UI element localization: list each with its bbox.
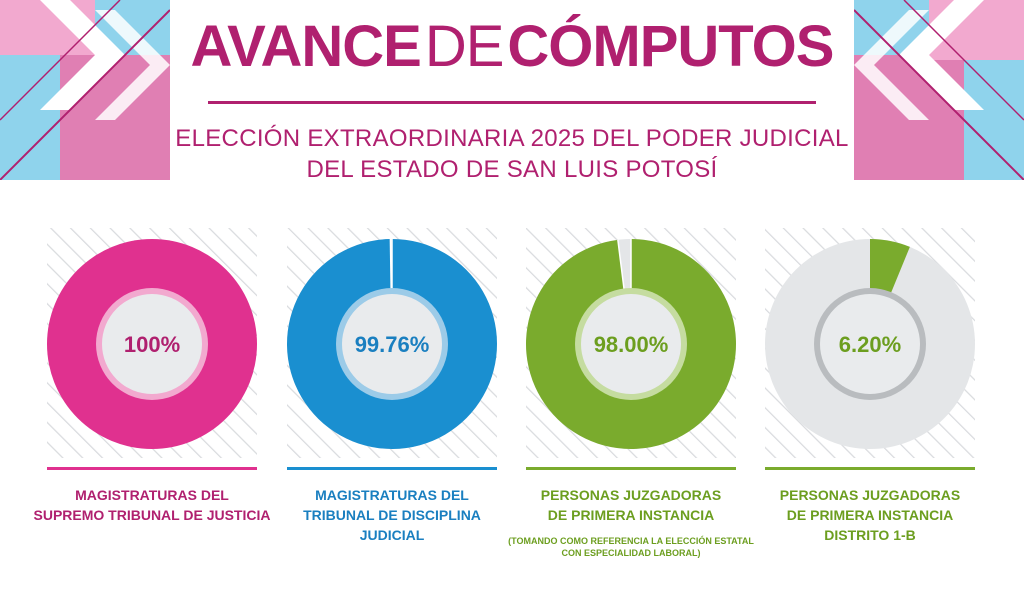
chart-category-label: MAGISTRATURAS DEL TRIBUNAL DE DISCIPLINA … (272, 485, 512, 545)
chart-footnote-line: CON ESPECIALIDAD LABORAL) (561, 548, 701, 558)
donut-value-label: 99.76% (355, 332, 430, 357)
subtitle-line-1: ELECCIÓN EXTRAORDINARIA 2025 DEL PODER J… (175, 125, 849, 152)
chart-category-label-line: DISTRITO 1-B (824, 527, 916, 543)
chart-category-label-line: MAGISTRATURAS DEL (75, 487, 229, 503)
chart-category-label-line: MAGISTRATURAS DEL (315, 487, 469, 503)
chart-category-label-line: PERSONAS JUZGADORAS (779, 487, 961, 503)
donut-hole (102, 294, 202, 394)
chart-category-label-line: DE PRIMERA INSTANCIA (786, 507, 954, 523)
decorative-corner-right (854, 0, 1024, 180)
chart-divider (526, 467, 736, 470)
chart-category-label-line: TRIBUNAL DE DISCIPLINA JUDICIAL (303, 507, 481, 543)
title-word-computos: CÓMPUTOS (507, 14, 834, 79)
donut-hole (342, 294, 442, 394)
title-divider (208, 101, 816, 104)
chart-category-label: MAGISTRATURAS DEL SUPREMO TRIBUNAL DE JUS… (32, 485, 272, 525)
page-title: AVANCEDECÓMPUTOS (0, 18, 1024, 76)
chart-footnote-line: (TOMANDO COMO REFERENCIA LA ELECCIÓN EST… (508, 536, 754, 546)
chart-category-label-line: PERSONAS JUZGADORAS (540, 487, 722, 503)
chart-category-label-line: SUPREMO TRIBUNAL DE JUSTICIA (33, 507, 271, 523)
subtitle-line-2: DEL ESTADO DE SAN LUIS POTOSÍ (306, 156, 718, 183)
chart-category-label-line: DE PRIMERA INSTANCIA (547, 507, 715, 523)
donut-value-label: 6.20% (839, 332, 901, 357)
chart-divider (765, 467, 975, 470)
chart-divider (287, 467, 497, 470)
donut-value-label: 98.00% (594, 332, 669, 357)
title-word-de: DE (424, 14, 505, 79)
donut-value-label: 100% (124, 332, 180, 357)
chart-category-label: PERSONAS JUZGADORAS DE PRIMERA INSTANCIA D… (750, 485, 990, 545)
donut-hole (581, 294, 681, 394)
chart-divider (47, 467, 257, 470)
title-word-avance: AVANCE (190, 14, 422, 79)
decorative-corner-left (0, 0, 170, 180)
donut-hole (820, 294, 920, 394)
chart-footnote: (TOMANDO COMO REFERENCIA LA ELECCIÓN EST… (501, 535, 761, 559)
page-subtitle: ELECCIÓN EXTRAORDINARIA 2025 DEL PODER J… (0, 123, 1024, 185)
chart-category-label: PERSONAS JUZGADORAS DE PRIMERA INSTANCIA (511, 485, 751, 525)
